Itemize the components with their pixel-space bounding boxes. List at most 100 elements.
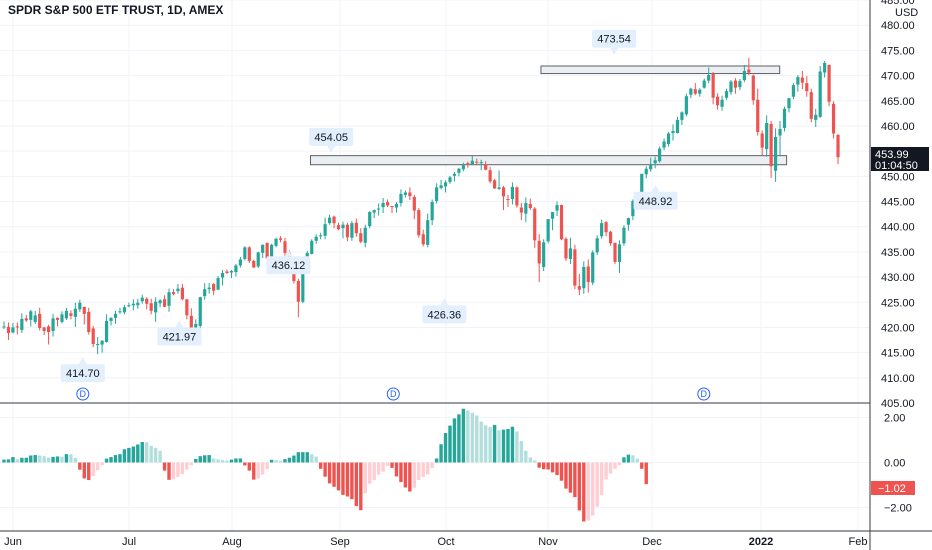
candle-body	[430, 202, 434, 221]
candle-body	[234, 265, 238, 273]
oscillator-bar	[167, 462, 171, 480]
candle-body	[167, 292, 171, 306]
oscillator-bar	[604, 462, 608, 480]
candle-body	[577, 286, 581, 290]
oscillator-bar	[82, 462, 86, 479]
candle-body	[341, 224, 345, 229]
price-tick-label: 470.00	[881, 71, 915, 83]
oscillator-bar	[452, 418, 457, 463]
annotation-label: 473.54	[597, 34, 631, 46]
time-tick-label: Oct	[437, 536, 454, 548]
candle-body	[100, 340, 104, 345]
candle-body	[394, 204, 399, 208]
oscillator-bar	[42, 456, 46, 463]
price-axis[interactable]: 485.00480.00475.00470.00465.00460.00455.…	[881, 0, 915, 410]
oscillator-bar	[488, 426, 492, 463]
candle-body	[716, 96, 720, 106]
candle-body	[689, 88, 693, 95]
oscillator-bar	[483, 425, 488, 463]
annotation-label: 448.92	[639, 196, 673, 208]
candle-body	[113, 313, 118, 318]
candle-body	[29, 311, 33, 320]
candle-body	[131, 303, 135, 306]
candle-body	[332, 216, 336, 224]
oscillator-bar	[252, 462, 256, 480]
candle-body	[381, 203, 385, 208]
oscillator-bar	[457, 414, 461, 463]
oscillator-axis[interactable]: 2.00 0.00 −2.00	[884, 413, 912, 515]
oscillator-bar	[381, 462, 385, 472]
oscillator-bar	[439, 444, 443, 463]
candle-body	[149, 303, 153, 311]
candle-body	[488, 170, 492, 182]
oscillator-bar	[2, 459, 6, 463]
price-tick-label: 465.00	[881, 96, 915, 108]
price-tick-label: 415.00	[881, 348, 915, 360]
candle-body	[796, 77, 800, 85]
candle-body	[301, 270, 305, 302]
candle-body	[426, 220, 430, 245]
candle-body	[327, 217, 332, 224]
oscillator-bar	[443, 433, 448, 463]
annotation-label: 426.36	[428, 309, 462, 321]
oscillator-bar	[524, 450, 528, 463]
candle-body	[73, 308, 77, 317]
oscillator-bar	[278, 460, 283, 463]
oscillator-bar	[372, 462, 376, 481]
time-axis[interactable]: Jun Jul Aug Sep Oct Nov Dec 2022 Feb	[4, 536, 867, 548]
oscillator-bar	[408, 462, 412, 492]
annotation-bubble	[633, 191, 678, 210]
candle-body	[265, 242, 269, 259]
candle-body	[216, 278, 220, 290]
candle-body	[359, 233, 363, 242]
candle-body	[140, 297, 144, 302]
candle-body	[675, 119, 680, 133]
candle-body	[550, 212, 555, 219]
candle-body	[568, 248, 573, 259]
candle-body	[412, 196, 416, 211]
annotation-bubble	[592, 29, 637, 48]
oscillator-bar	[550, 462, 555, 473]
oscillator-bar	[95, 462, 100, 471]
oscillator-bar	[318, 462, 323, 469]
oscillator-bar	[274, 460, 278, 463]
oscillator-bar	[541, 462, 546, 470]
candle-body	[519, 207, 523, 213]
candle-body	[733, 80, 738, 88]
time-tick-label: Nov	[538, 536, 558, 548]
oscillator-current-label: −1.02	[871, 481, 915, 495]
candle-body	[640, 173, 644, 195]
candle-body	[497, 187, 501, 189]
candle-body	[261, 244, 265, 253]
annotation-label: 414.70	[66, 368, 100, 380]
oscillator-bar	[243, 462, 247, 466]
candle-body	[207, 287, 211, 290]
candle-body	[653, 160, 657, 164]
candle-body	[417, 210, 421, 236]
oscillator-bar	[644, 462, 648, 485]
candle-body	[608, 231, 613, 244]
candle-body	[818, 71, 822, 117]
current-price-countdown: 01:04:50	[875, 160, 918, 172]
oscillator-bar	[118, 454, 122, 463]
candle-body	[368, 212, 372, 227]
candle-body	[644, 168, 648, 175]
oscillator-bar	[60, 456, 64, 463]
candle-body	[836, 135, 840, 158]
price-tick-label: 475.00	[881, 45, 915, 57]
candle-body	[724, 91, 729, 98]
currency-bg	[885, 5, 932, 19]
oscillator-bar	[555, 462, 559, 476]
annotation-pointer	[175, 320, 184, 328]
oscillator-bar	[24, 457, 28, 463]
oscillator-bar	[568, 462, 573, 493]
oscillator-current-bg	[871, 481, 915, 495]
oscillator-tick-label: −2.00	[884, 503, 912, 515]
annotation-label: 454.05	[314, 132, 348, 144]
candle-body	[751, 75, 755, 101]
candle-body	[354, 222, 358, 234]
oscillator-bar	[136, 444, 140, 463]
price-tick-label: 485.00	[881, 0, 915, 7]
candle-body	[158, 300, 162, 304]
